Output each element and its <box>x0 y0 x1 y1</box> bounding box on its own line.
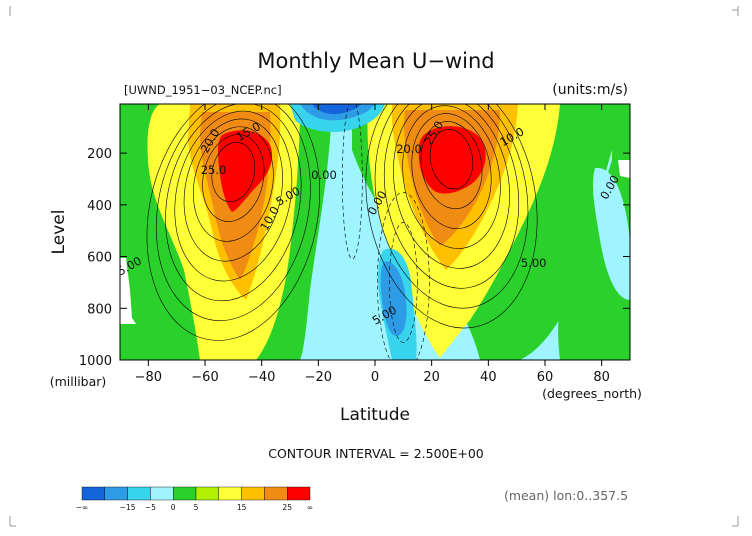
contour-fill-band <box>120 258 136 324</box>
y-tick-label: 800 <box>87 302 112 317</box>
contour-label: 0.00 <box>311 168 337 182</box>
contour-line <box>420 121 483 210</box>
contour-label: 5.00 <box>521 256 547 270</box>
x-tick-label: 0 <box>371 370 379 385</box>
x-tick-label: 20 <box>423 370 440 385</box>
y-tick-label: 600 <box>87 251 112 266</box>
y-tick-label: 1000 <box>79 354 112 369</box>
contour-line <box>174 110 293 282</box>
colorbar-label: ∞ <box>307 503 313 512</box>
contour-line <box>193 126 274 242</box>
y-axis-units: (millibar) <box>50 374 107 389</box>
contour-fill-band <box>592 167 630 300</box>
corner-marks <box>9 6 739 527</box>
contour-interval-text: CONTOUR INTERVAL = 2.500E+00 <box>268 446 484 461</box>
colorbar-label: −15 <box>120 503 136 512</box>
colorbar: −∞ −15 −5 0 5 15 25 ∞ <box>76 486 313 512</box>
contour-line <box>374 104 529 309</box>
contour-line <box>393 104 510 269</box>
colorbar-label: −∞ <box>76 503 89 512</box>
contour-line <box>402 105 501 249</box>
colorbar-swatch <box>172 486 197 501</box>
colorbar-swatch <box>81 486 105 501</box>
colorbar-swatch <box>104 486 128 501</box>
contour-line <box>155 104 311 321</box>
contour-fill-band <box>312 104 362 114</box>
y-tick-label: 200 <box>87 147 112 162</box>
contour-line <box>183 118 283 262</box>
contour-line <box>365 104 538 329</box>
x-tick-label: 80 <box>593 370 610 385</box>
x-tick-label: 40 <box>480 370 497 385</box>
contour-line <box>146 104 321 341</box>
colorbar-swatch <box>150 486 174 501</box>
colorbar-label: 15 <box>237 503 247 512</box>
plot-area: 20.0 15.025.010.05.000.000.005.0020.025.0… <box>120 104 630 360</box>
contour-fill-band <box>218 130 273 212</box>
colorbar-swatch <box>241 486 265 501</box>
y-axis-label: Level <box>49 210 69 255</box>
units-label: (units:m/s) <box>552 82 628 98</box>
contour-label: 20.0 <box>396 142 422 156</box>
contour-line <box>383 104 520 289</box>
x-tick-label: 60 <box>537 370 554 385</box>
x-tick-label: −80 <box>135 370 162 385</box>
contour-line <box>377 192 430 360</box>
contour-line <box>429 129 474 190</box>
colorbar-swatch <box>195 486 219 501</box>
contour-fill-band <box>418 126 486 194</box>
colorbar-swatch <box>264 486 288 501</box>
contour-line <box>342 104 363 260</box>
colorbar-label: 0 <box>171 503 176 512</box>
chart-title: Monthly Mean U−wind <box>257 49 494 73</box>
x-tick-label: −60 <box>191 370 218 385</box>
colorbar-swatch <box>218 486 242 501</box>
contour-line <box>202 134 265 222</box>
colorbar-swatch <box>287 486 311 501</box>
contour-label: 25.0 <box>201 163 227 177</box>
colorbar-label: −5 <box>145 503 156 512</box>
contour-line <box>211 142 256 203</box>
x-axis-units: (degrees_north) <box>542 386 642 401</box>
contour-line <box>411 113 492 229</box>
x-tick-label: −20 <box>305 370 332 385</box>
contour-fill-band <box>380 261 407 336</box>
dataset-label: [UWND_1951−03_NCEP.nc] <box>124 83 282 97</box>
colorbar-swatch <box>127 486 151 501</box>
colorbar-label: 5 <box>194 503 199 512</box>
contour-line <box>389 222 418 343</box>
colorbar-label: 25 <box>282 503 292 512</box>
x-axis-label: Latitude <box>340 405 410 425</box>
contour-fill-band <box>618 160 630 178</box>
y-tick-label: 400 <box>87 199 112 214</box>
footnote: (mean) lon:0..357.5 <box>504 488 628 503</box>
x-tick-label: −40 <box>248 370 275 385</box>
